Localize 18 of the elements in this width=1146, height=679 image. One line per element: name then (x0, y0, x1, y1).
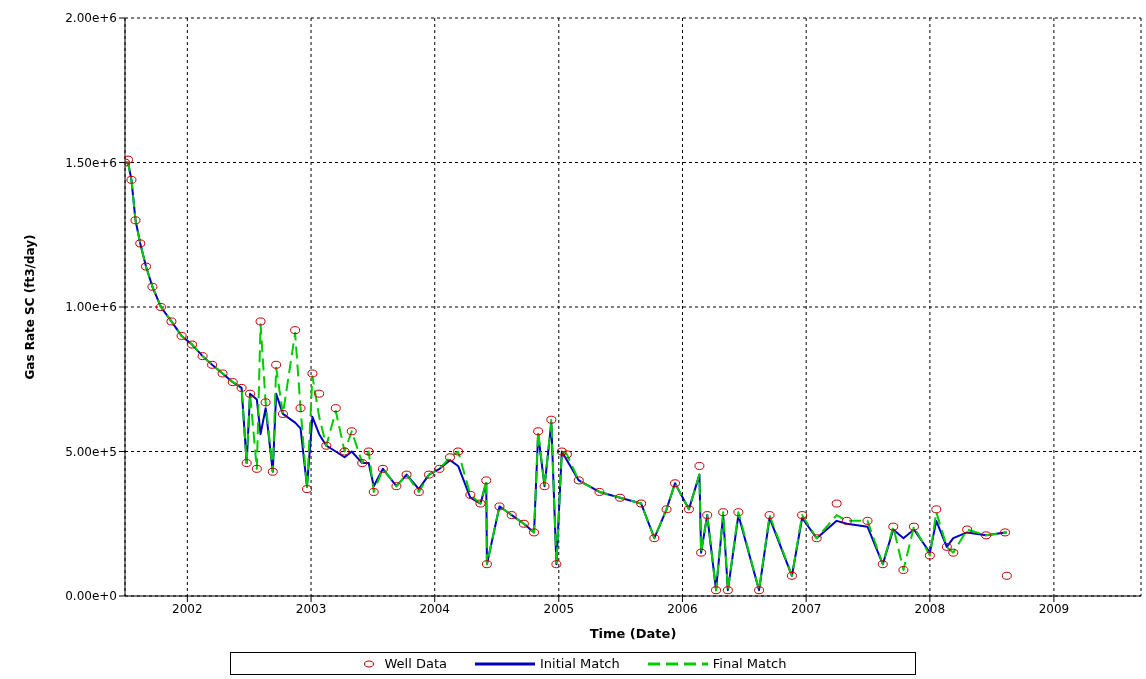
x-tick-label: 2008 (914, 601, 946, 616)
y-tick-label: 0.00e+0 (65, 589, 117, 604)
x-tick-label: 2006 (667, 601, 698, 616)
y-axis-title: Gas Rate SC (ft3/day) (23, 234, 38, 380)
x-axis-title: Time (Date) (589, 626, 677, 641)
y-tick-label: 1.50e+6 (65, 155, 117, 170)
x-tick-label: 2004 (419, 601, 451, 616)
y-tick-label: 2.00e+6 (65, 11, 117, 26)
legend-label: Well Data (384, 656, 447, 671)
y-tick-label: 5.00e+5 (65, 444, 117, 459)
legend-label: Initial Match (539, 656, 620, 671)
x-tick-label: 2003 (295, 601, 327, 616)
x-tick-label: 2007 (790, 601, 822, 616)
y-tick-label: 1.00e+6 (65, 300, 117, 315)
x-tick-label: 2009 (1038, 601, 1070, 616)
x-tick-label: 2005 (543, 601, 575, 616)
x-tick-label: 2002 (172, 601, 203, 616)
legend-label: Final Match (712, 656, 787, 671)
